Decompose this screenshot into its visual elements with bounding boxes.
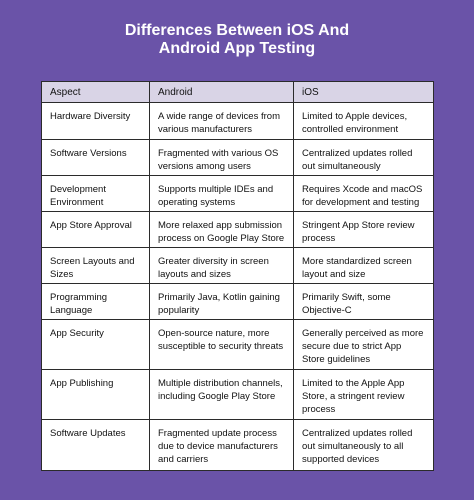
table-header-row: Aspect Android iOS xyxy=(41,81,434,103)
title-line-1: Differences Between iOS And xyxy=(124,22,350,39)
cell-ios: Generally perceived as more secure due t… xyxy=(293,319,434,370)
cell-aspect: Screen Layouts and Sizes xyxy=(41,247,150,284)
cell-aspect: App Security xyxy=(41,319,150,370)
table-row: Programming Language Primarily Java, Kot… xyxy=(41,283,434,320)
table-row: App Store Approval More relaxed app subm… xyxy=(41,211,434,248)
cell-android: A wide range of devices from various man… xyxy=(149,102,294,140)
table-row: App Publishing Multiple distribution cha… xyxy=(41,369,434,420)
cell-ios: Centralized updates rolled out simultane… xyxy=(293,419,434,471)
header-aspect: Aspect xyxy=(41,81,150,103)
cell-aspect: Programming Language xyxy=(41,283,150,320)
cell-android: Supports multiple IDEs and operating sys… xyxy=(149,175,294,212)
cell-android: Fragmented with various OS versions amon… xyxy=(149,139,294,176)
cell-ios: Primarily Swift, some Objective-C xyxy=(293,283,434,320)
header-ios: iOS xyxy=(293,81,434,103)
cell-ios: More standardized screen layout and size xyxy=(293,247,434,284)
table-row: Software Updates Fragmented update proce… xyxy=(41,419,434,471)
comparison-table: Aspect Android iOS Hardware Diversity A … xyxy=(41,81,434,471)
cell-android: Greater diversity in screen layouts and … xyxy=(149,247,294,284)
cell-ios: Limited to Apple devices, controlled env… xyxy=(293,102,434,140)
header-android: Android xyxy=(149,81,294,103)
table-row: App Security Open-source nature, more su… xyxy=(41,319,434,370)
cell-aspect: Software Versions xyxy=(41,139,150,176)
table-row: Development Environment Supports multipl… xyxy=(41,175,434,212)
cell-aspect: App Store Approval xyxy=(41,211,150,248)
cell-aspect: App Publishing xyxy=(41,369,150,420)
cell-ios: Stringent App Store review process xyxy=(293,211,434,248)
table-row: Screen Layouts and Sizes Greater diversi… xyxy=(41,247,434,284)
cell-android: Multiple distribution channels, includin… xyxy=(149,369,294,420)
title-line-2: Android App Testing xyxy=(158,40,316,57)
table-row: Software Versions Fragmented with variou… xyxy=(41,139,434,176)
cell-android: Open-source nature, more susceptible to … xyxy=(149,319,294,370)
page-title: Differences Between iOS And Android App … xyxy=(0,22,474,58)
cell-ios: Limited to the Apple App Store, a string… xyxy=(293,369,434,420)
cell-android: More relaxed app submission process on G… xyxy=(149,211,294,248)
table-row: Hardware Diversity A wide range of devic… xyxy=(41,102,434,140)
cell-aspect: Development Environment xyxy=(41,175,150,212)
cell-android: Primarily Java, Kotlin gaining popularit… xyxy=(149,283,294,320)
cell-ios: Centralized updates rolled out simultane… xyxy=(293,139,434,176)
cell-android: Fragmented update process due to device … xyxy=(149,419,294,471)
cell-ios: Requires Xcode and macOS for development… xyxy=(293,175,434,212)
cell-aspect: Software Updates xyxy=(41,419,150,471)
cell-aspect: Hardware Diversity xyxy=(41,102,150,140)
